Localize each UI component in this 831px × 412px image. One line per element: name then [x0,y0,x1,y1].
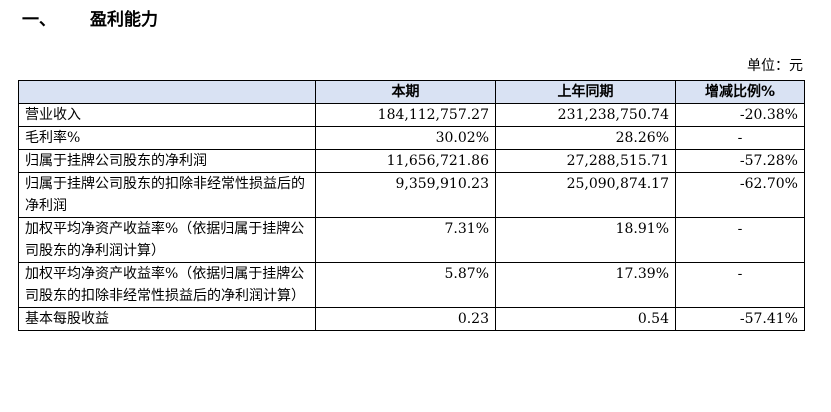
cell-current: 5.87% [315,262,496,308]
cell-current: 11,656,721.86 [315,149,496,173]
table-header-row: 本期 上年同期 增减比例% [18,80,805,104]
cell-prior: 231,238,750.74 [495,103,676,127]
cell-prior: 28.26% [495,126,676,150]
cell-prior: 27,288,515.71 [495,149,676,173]
row-label: 基本每股收益 [18,307,316,331]
row-label: 归属于挂牌公司股东的扣除非经常性损益后的净利润 [18,172,316,218]
table-row: 归属于挂牌公司股东的扣除非经常性损益后的净利润 9,359,910.23 25,… [18,172,805,218]
header-current-period: 本期 [315,80,496,104]
cell-current: 30.02% [315,126,496,150]
row-label: 加权平均净资产收益率%（依据归属于挂牌公司股东的扣除非经常性损益后的净利润计算） [18,262,316,308]
cell-current: 7.31% [315,217,496,263]
header-change-ratio: 增减比例% [675,80,805,104]
cell-change: - [675,262,805,308]
cell-change: -62.70% [675,172,805,218]
cell-change: - [675,217,805,263]
cell-prior: 25,090,874.17 [495,172,676,218]
cell-prior: 18.91% [495,217,676,263]
row-label: 营业收入 [18,103,316,127]
row-label: 加权平均净资产收益率%（依据归属于挂牌公司股东的净利润计算） [18,217,316,263]
cell-change: -57.28% [675,149,805,173]
table-row: 基本每股收益 0.23 0.54 -57.41% [18,307,805,331]
cell-change: - [675,126,805,150]
row-label: 毛利率% [18,126,316,150]
cell-current: 9,359,910.23 [315,172,496,218]
cell-current: 0.23 [315,307,496,331]
header-prior-period: 上年同期 [495,80,676,104]
unit-label: 单位：元 [747,58,803,74]
table-row: 加权平均净资产收益率%（依据归属于挂牌公司股东的扣除非经常性损益后的净利润计算）… [18,262,805,308]
profitability-table: 本期 上年同期 增减比例% 营业收入 184,112,757.27 231,23… [18,80,805,331]
table-row: 加权平均净资产收益率%（依据归属于挂牌公司股东的净利润计算） 7.31% 18.… [18,217,805,263]
section-number: 一、 [22,10,56,30]
table-row: 毛利率% 30.02% 28.26% - [18,126,805,150]
cell-change: -20.38% [675,103,805,127]
table-row: 营业收入 184,112,757.27 231,238,750.74 -20.3… [18,103,805,127]
table-row: 归属于挂牌公司股东的净利润 11,656,721.86 27,288,515.7… [18,149,805,173]
cell-change: -57.41% [675,307,805,331]
cell-prior: 0.54 [495,307,676,331]
cell-prior: 17.39% [495,262,676,308]
section-title: 盈利能力 [90,10,158,30]
cell-current: 184,112,757.27 [315,103,496,127]
header-item [18,80,316,104]
row-label: 归属于挂牌公司股东的净利润 [18,149,316,173]
